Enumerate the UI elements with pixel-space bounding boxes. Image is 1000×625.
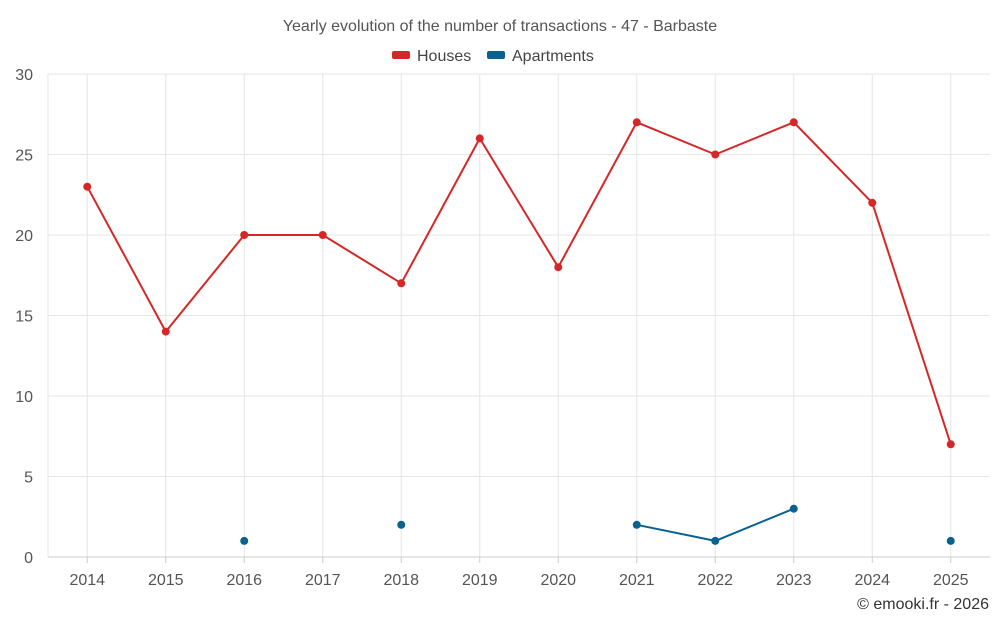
data-point[interactable]: [632, 520, 641, 529]
y-tick-label: 5: [24, 470, 33, 487]
x-tick-label: 2016: [226, 572, 262, 589]
y-tick-label: 30: [15, 67, 33, 84]
legend-swatch-houses: [392, 51, 410, 59]
data-point[interactable]: [554, 263, 563, 272]
series-line-segment: [635, 523, 717, 542]
legend-swatch-apartments: [487, 51, 505, 59]
series-line-segment: [478, 137, 560, 269]
data-point[interactable]: [240, 231, 249, 239]
y-tick-label: 10: [15, 389, 33, 406]
data-point[interactable]: [161, 327, 170, 336]
data-point[interactable]: [946, 440, 955, 449]
series-line-segment: [871, 201, 952, 446]
x-tick-label: 2019: [462, 572, 498, 589]
data-point[interactable]: [946, 536, 955, 545]
data-point[interactable]: [318, 231, 327, 239]
legend-label-houses[interactable]: Houses: [417, 48, 471, 65]
series-line-segment: [792, 121, 874, 204]
data-point[interactable]: [397, 520, 406, 529]
series-line-segment: [400, 137, 481, 285]
data-point[interactable]: [397, 279, 406, 288]
data-point[interactable]: [711, 150, 720, 159]
data-point[interactable]: [240, 536, 249, 545]
x-tick-label: 2018: [383, 572, 419, 589]
x-tick-label: 2020: [540, 572, 576, 589]
data-point[interactable]: [711, 536, 720, 545]
x-tick-label: 2024: [854, 572, 890, 589]
series-line-segment: [557, 121, 638, 269]
series-line-segment: [164, 234, 246, 333]
x-tick-label: 2021: [619, 572, 655, 589]
legend: Houses Apartments: [392, 48, 594, 65]
x-tick-label: 2022: [697, 572, 733, 589]
grid: [47, 73, 990, 557]
data-point[interactable]: [789, 504, 798, 513]
data-point[interactable]: [632, 118, 641, 127]
y-tick-label: 25: [15, 148, 33, 165]
x-tick-label: 2015: [148, 572, 184, 589]
data-point[interactable]: [83, 182, 92, 191]
series-line-segment: [86, 185, 167, 333]
data-point[interactable]: [868, 198, 877, 207]
y-tick-label: 15: [15, 309, 33, 326]
series-line-segment: [714, 507, 795, 542]
series: [83, 118, 955, 545]
series-houses: [83, 118, 955, 449]
chart-title: Yearly evolution of the number of transa…: [283, 18, 717, 35]
series-line-segment: [635, 121, 717, 156]
series-line-segment: [321, 234, 403, 285]
y-tick-label: 20: [15, 228, 33, 245]
series-apartments: [240, 504, 955, 545]
legend-label-apartments[interactable]: Apartments: [512, 48, 594, 65]
x-tick-label: 2023: [776, 572, 812, 589]
y-tick-label: 0: [24, 550, 33, 567]
x-tick-label: 2014: [69, 572, 105, 589]
series-line-segment: [714, 121, 795, 156]
data-point[interactable]: [475, 134, 484, 143]
x-tick-label: 2017: [305, 572, 341, 589]
credit-text: © emooki.fr - 2026: [857, 596, 989, 613]
x-tick-label: 2025: [933, 572, 969, 589]
data-point[interactable]: [789, 118, 798, 127]
